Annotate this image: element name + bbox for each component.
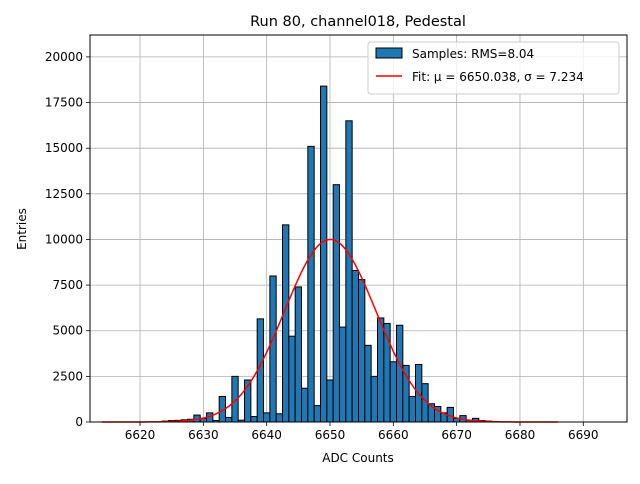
fit-curve [102,238,558,423]
y-tick-label: 20000 [45,50,83,64]
x-axis-label: ADC Counts [322,451,394,465]
y-axis-label: Entries [15,208,29,250]
y-tick-label: 17500 [45,96,83,110]
x-tick-label: 6650 [315,428,346,442]
legend: Samples: RMS=8.04 Fit: μ = 6650.038, σ =… [367,41,620,95]
histogram-bar [351,269,359,423]
chart-title: Run 80, channel018, Pedestal [250,14,466,30]
legend-box [367,41,620,95]
histogram-bar [395,324,404,423]
x-tick-label: 6690 [568,428,599,442]
histogram-bar [301,387,309,423]
histogram-bar [269,275,277,423]
histogram-bar [313,405,322,423]
histogram-bar [389,361,397,423]
histogram-bar [294,286,303,423]
x-tick-label: 6660 [378,428,409,442]
x-tick-label: 6620 [125,428,156,442]
y-tick-label: 0 [75,415,83,429]
y-axis-ticks: 0 2500 5000 7500 10000 12500 15000 17500 20000 [45,50,90,429]
x-tick-label: 6640 [251,428,282,442]
histogram-bar [225,416,233,423]
x-tick-label: 6670 [441,428,472,442]
legend-samples-swatch [375,47,403,59]
x-tick-label: 6680 [505,428,536,442]
histogram-bar [364,344,372,423]
histogram-bar [288,335,296,423]
histogram-bars [161,85,499,423]
histogram-bar [345,120,353,423]
legend-samples-label: Samples: RMS=8.04 [412,47,534,61]
plot-frame [89,34,628,423]
histogram-bar [250,416,258,423]
histogram-bar [326,379,334,423]
x-axis-ticks: 6620 6630 6640 6650 6660 6670 6680 6690 [125,422,599,442]
x-tick-label: 6630 [188,428,219,442]
histogram-bar [275,413,284,423]
y-tick-label: 10000 [45,232,83,246]
histogram-bar [320,85,328,423]
histogram-bar [339,326,347,423]
histogram-bar [402,364,410,423]
histogram-bar [408,395,416,423]
y-tick-label: 2500 [52,369,83,383]
histogram-bar [370,375,378,423]
legend-fit-label: Fit: μ = 6650.038, σ = 7.234 [412,70,584,84]
y-tick-label: 5000 [52,324,83,338]
histogram-bar [332,184,341,423]
histogram-bar [282,224,290,423]
histogram-bar [358,279,366,423]
y-tick-label: 12500 [45,187,83,201]
y-tick-label: 7500 [52,278,83,292]
histogram-bar [307,145,315,423]
histogram-bar [376,317,385,423]
histogram-bar [263,412,271,423]
y-tick-label: 15000 [45,141,83,155]
